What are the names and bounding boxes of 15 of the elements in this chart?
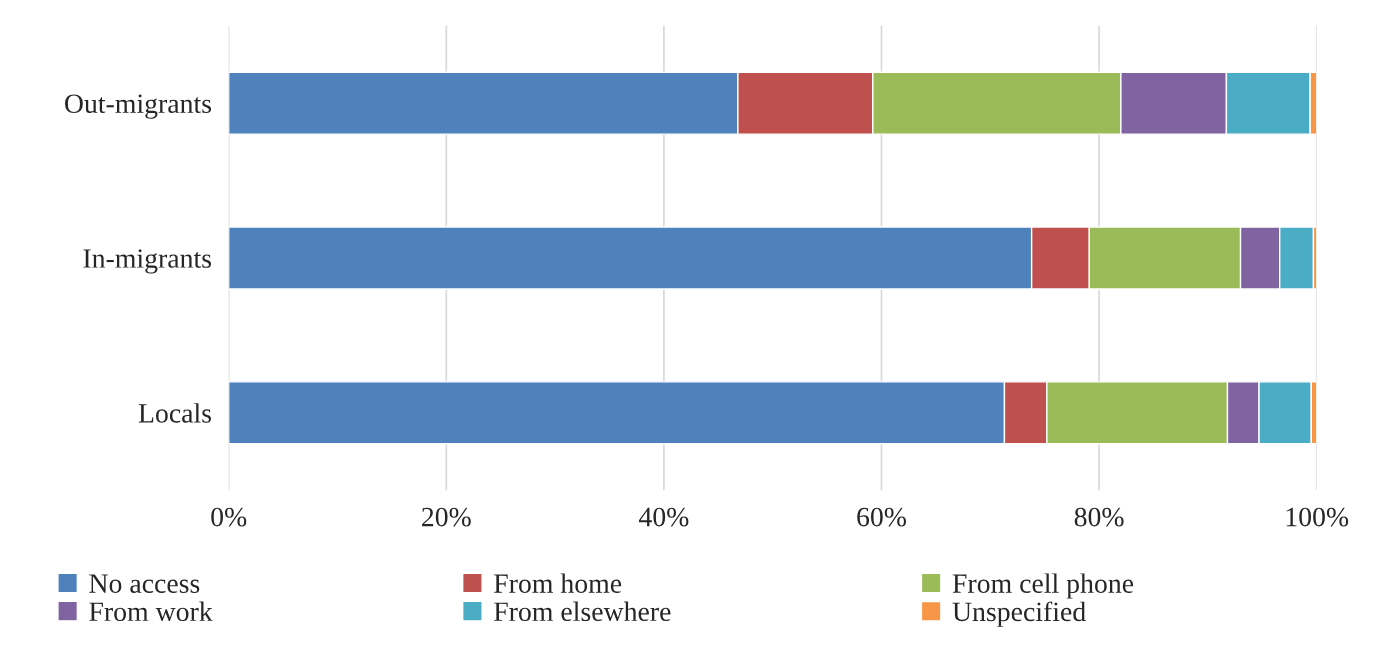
- y-tick-label: In-migrants: [83, 249, 212, 274]
- y-tick-label: Locals: [138, 403, 212, 423]
- legend-label: From work: [89, 601, 213, 622]
- x-tick-label: 60%: [857, 507, 907, 527]
- legend-label: From elsewhere: [494, 601, 671, 622]
- x-tick-label: 80%: [1074, 507, 1124, 527]
- x-tick-label: 100%: [1286, 507, 1349, 527]
- legend-label: No access: [89, 574, 200, 593]
- legend-label: From home: [494, 573, 622, 593]
- x-tick-label: 20%: [422, 507, 471, 527]
- y-tick-label: Out-migrants: [65, 94, 212, 119]
- x-tick-label: 0%: [211, 507, 247, 527]
- x-tick-label: 40%: [638, 507, 689, 527]
- legend-label: Unspecified: [952, 601, 1086, 627]
- legend-label: From cell phone: [952, 573, 1134, 599]
